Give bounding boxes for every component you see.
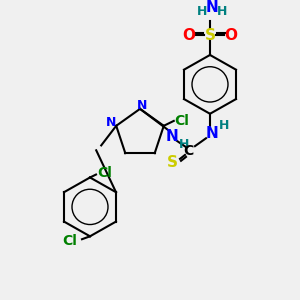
Text: O: O [224, 28, 238, 43]
Text: N: N [106, 116, 116, 129]
Text: H: H [219, 119, 229, 132]
Text: Cl: Cl [174, 114, 189, 128]
Text: H: H [217, 5, 227, 18]
Text: H: H [179, 138, 189, 151]
Text: N: N [137, 99, 147, 112]
Text: O: O [182, 28, 196, 43]
Text: Cl: Cl [63, 234, 77, 248]
Text: Cl: Cl [98, 166, 112, 180]
Text: N: N [206, 0, 218, 15]
Text: C: C [183, 144, 193, 158]
Text: N: N [166, 129, 178, 144]
Text: N: N [206, 126, 218, 141]
Text: S: S [167, 155, 178, 170]
Text: S: S [205, 28, 215, 43]
Text: H: H [197, 5, 207, 18]
